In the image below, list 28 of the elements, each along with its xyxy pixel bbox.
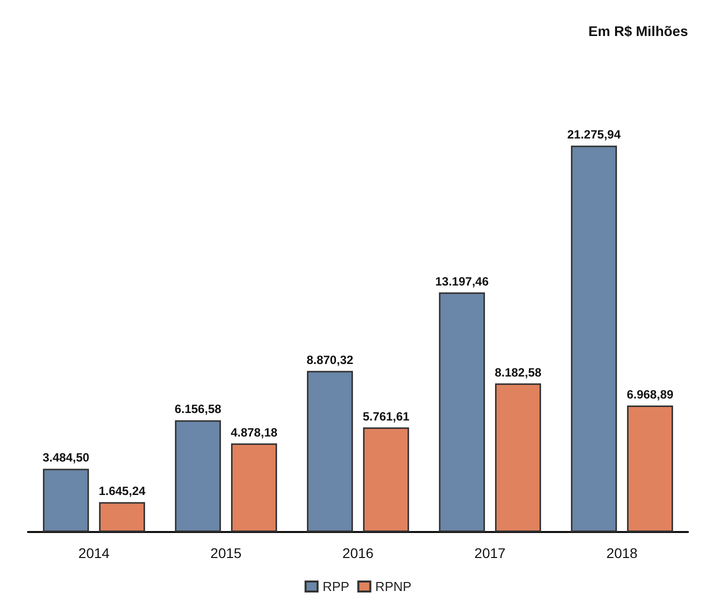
bar — [495, 383, 542, 532]
text: Em R$ Milhões — [588, 23, 688, 39]
bar — [42, 468, 89, 532]
bar — [570, 146, 617, 532]
bar — [627, 405, 674, 532]
x-tick-label: 2014 — [78, 545, 110, 561]
data-label: 13.197,46 — [435, 274, 489, 288]
legend-label: RPNP — [375, 579, 412, 594]
data-label: 5.761,61 — [362, 409, 410, 424]
data-label: 1.645,24 — [98, 484, 146, 498]
data-label: 21.275,94 — [567, 128, 621, 142]
bar — [231, 443, 278, 532]
x-tick-label: 2015 — [210, 545, 242, 561]
data-label: 6.968,89 — [626, 387, 674, 402]
bar — [363, 427, 410, 532]
bar — [438, 292, 485, 532]
data-label: 6.156,58 — [174, 402, 222, 416]
x-tick-label: 2018 — [606, 545, 638, 561]
bar — [306, 370, 353, 532]
data-label: 8.182,58 — [494, 365, 542, 380]
bar — [174, 420, 221, 532]
x-tick-label: 2017 — [474, 545, 506, 561]
legend-label: RPP — [322, 579, 350, 594]
data-label: 4.878,18 — [230, 425, 278, 440]
data-label: 3.484,50 — [42, 450, 90, 465]
x-tick-label: 2016 — [342, 545, 374, 561]
bar — [99, 502, 146, 532]
data-label: 8.870,32 — [306, 352, 354, 367]
